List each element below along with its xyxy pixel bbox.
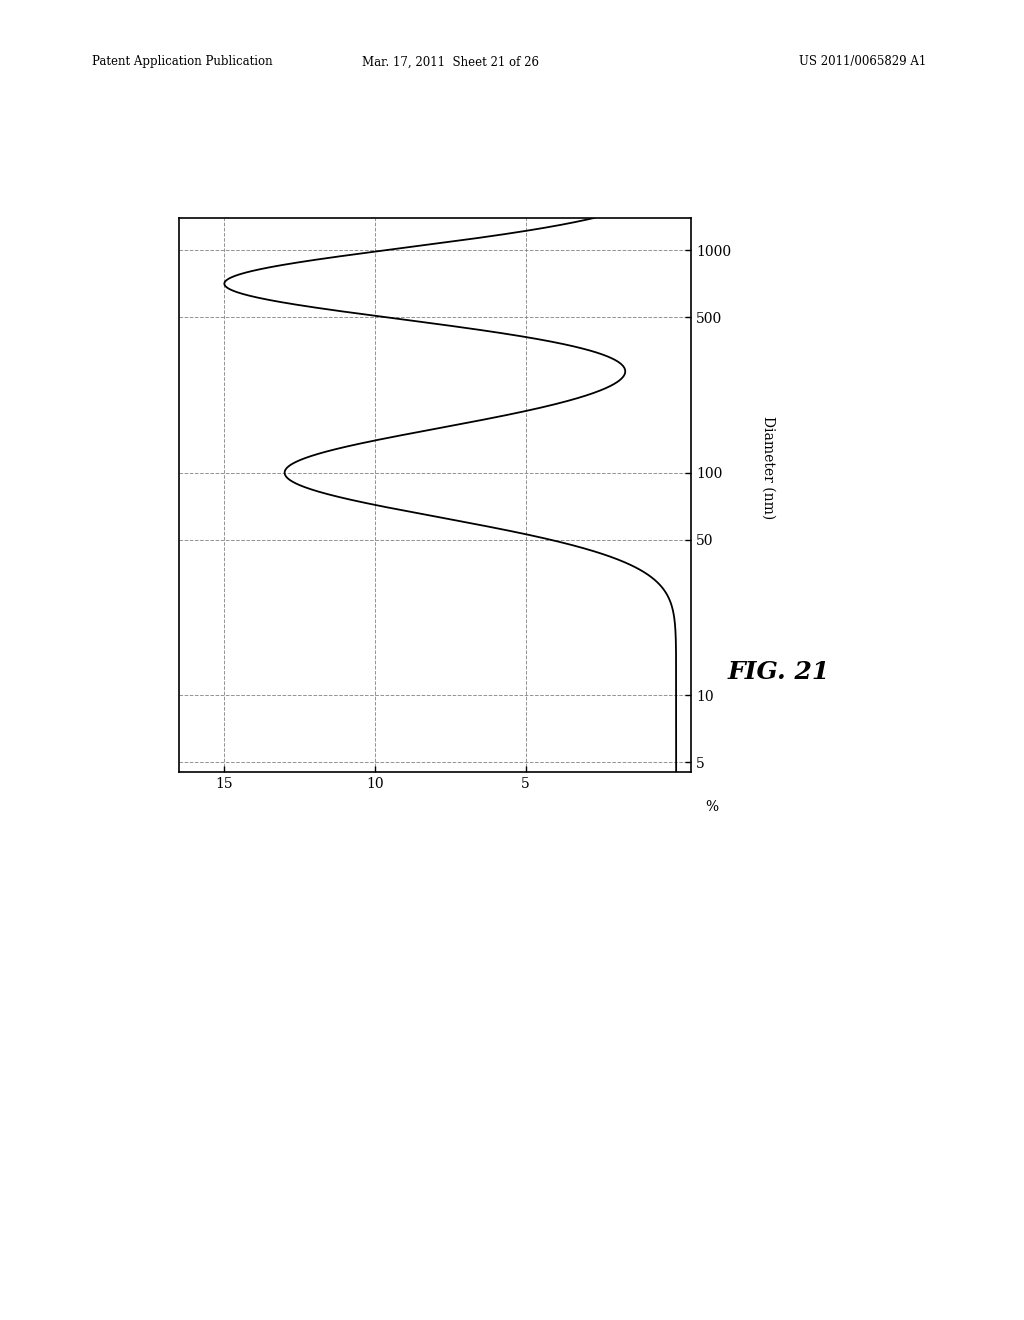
Text: FIG. 21: FIG. 21 [727,660,829,684]
Text: US 2011/0065829 A1: US 2011/0065829 A1 [799,55,926,69]
Text: Patent Application Publication: Patent Application Publication [92,55,272,69]
Text: %: % [706,800,718,814]
Text: Diameter (nm): Diameter (nm) [761,416,775,519]
Text: Mar. 17, 2011  Sheet 21 of 26: Mar. 17, 2011 Sheet 21 of 26 [362,55,539,69]
